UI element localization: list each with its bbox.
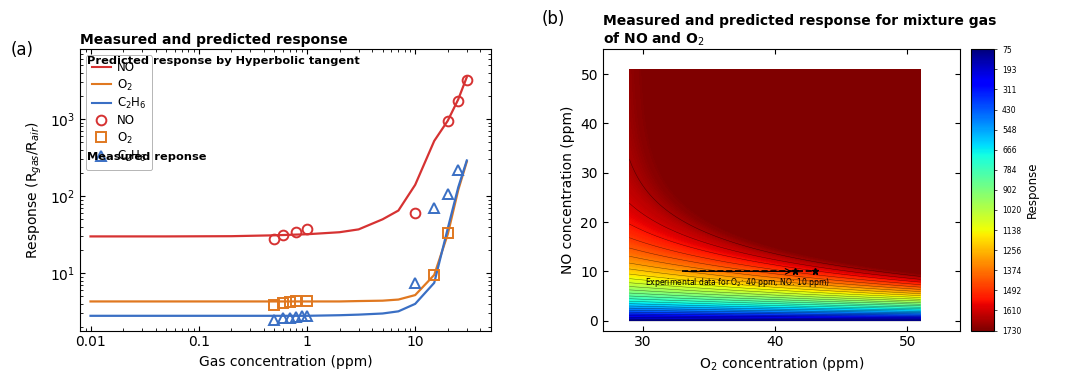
Text: (a): (a) <box>11 41 33 59</box>
X-axis label: O$_2$ concentration (ppm): O$_2$ concentration (ppm) <box>699 355 864 373</box>
Text: (b): (b) <box>542 10 566 27</box>
Legend: NO, O$_2$, C$_2$H$_6$, NO, O$_2$, C$_2$H$_6$: NO, O$_2$, C$_2$H$_6$, NO, O$_2$, C$_2$H… <box>86 55 153 170</box>
X-axis label: Gas concentration (ppm): Gas concentration (ppm) <box>198 355 372 369</box>
Text: Measured reponse: Measured reponse <box>87 152 207 162</box>
Y-axis label: NO concentration (ppm): NO concentration (ppm) <box>561 106 575 274</box>
Text: Measured and predicted response for mixture gas
of NO and O$_2$: Measured and predicted response for mixt… <box>603 14 997 48</box>
Text: Predicted response by Hyperbolic tangent: Predicted response by Hyperbolic tangent <box>87 57 361 66</box>
Y-axis label: Response: Response <box>1025 162 1038 218</box>
Text: Measured and predicted response: Measured and predicted response <box>80 33 348 47</box>
Y-axis label: Response (R$_{gas}$/R$_{air}$): Response (R$_{gas}$/R$_{air}$) <box>26 121 45 259</box>
Text: Experimental data for O$_2$: 40 ppm, NO: 10 ppm): Experimental data for O$_2$: 40 ppm, NO:… <box>646 276 830 289</box>
